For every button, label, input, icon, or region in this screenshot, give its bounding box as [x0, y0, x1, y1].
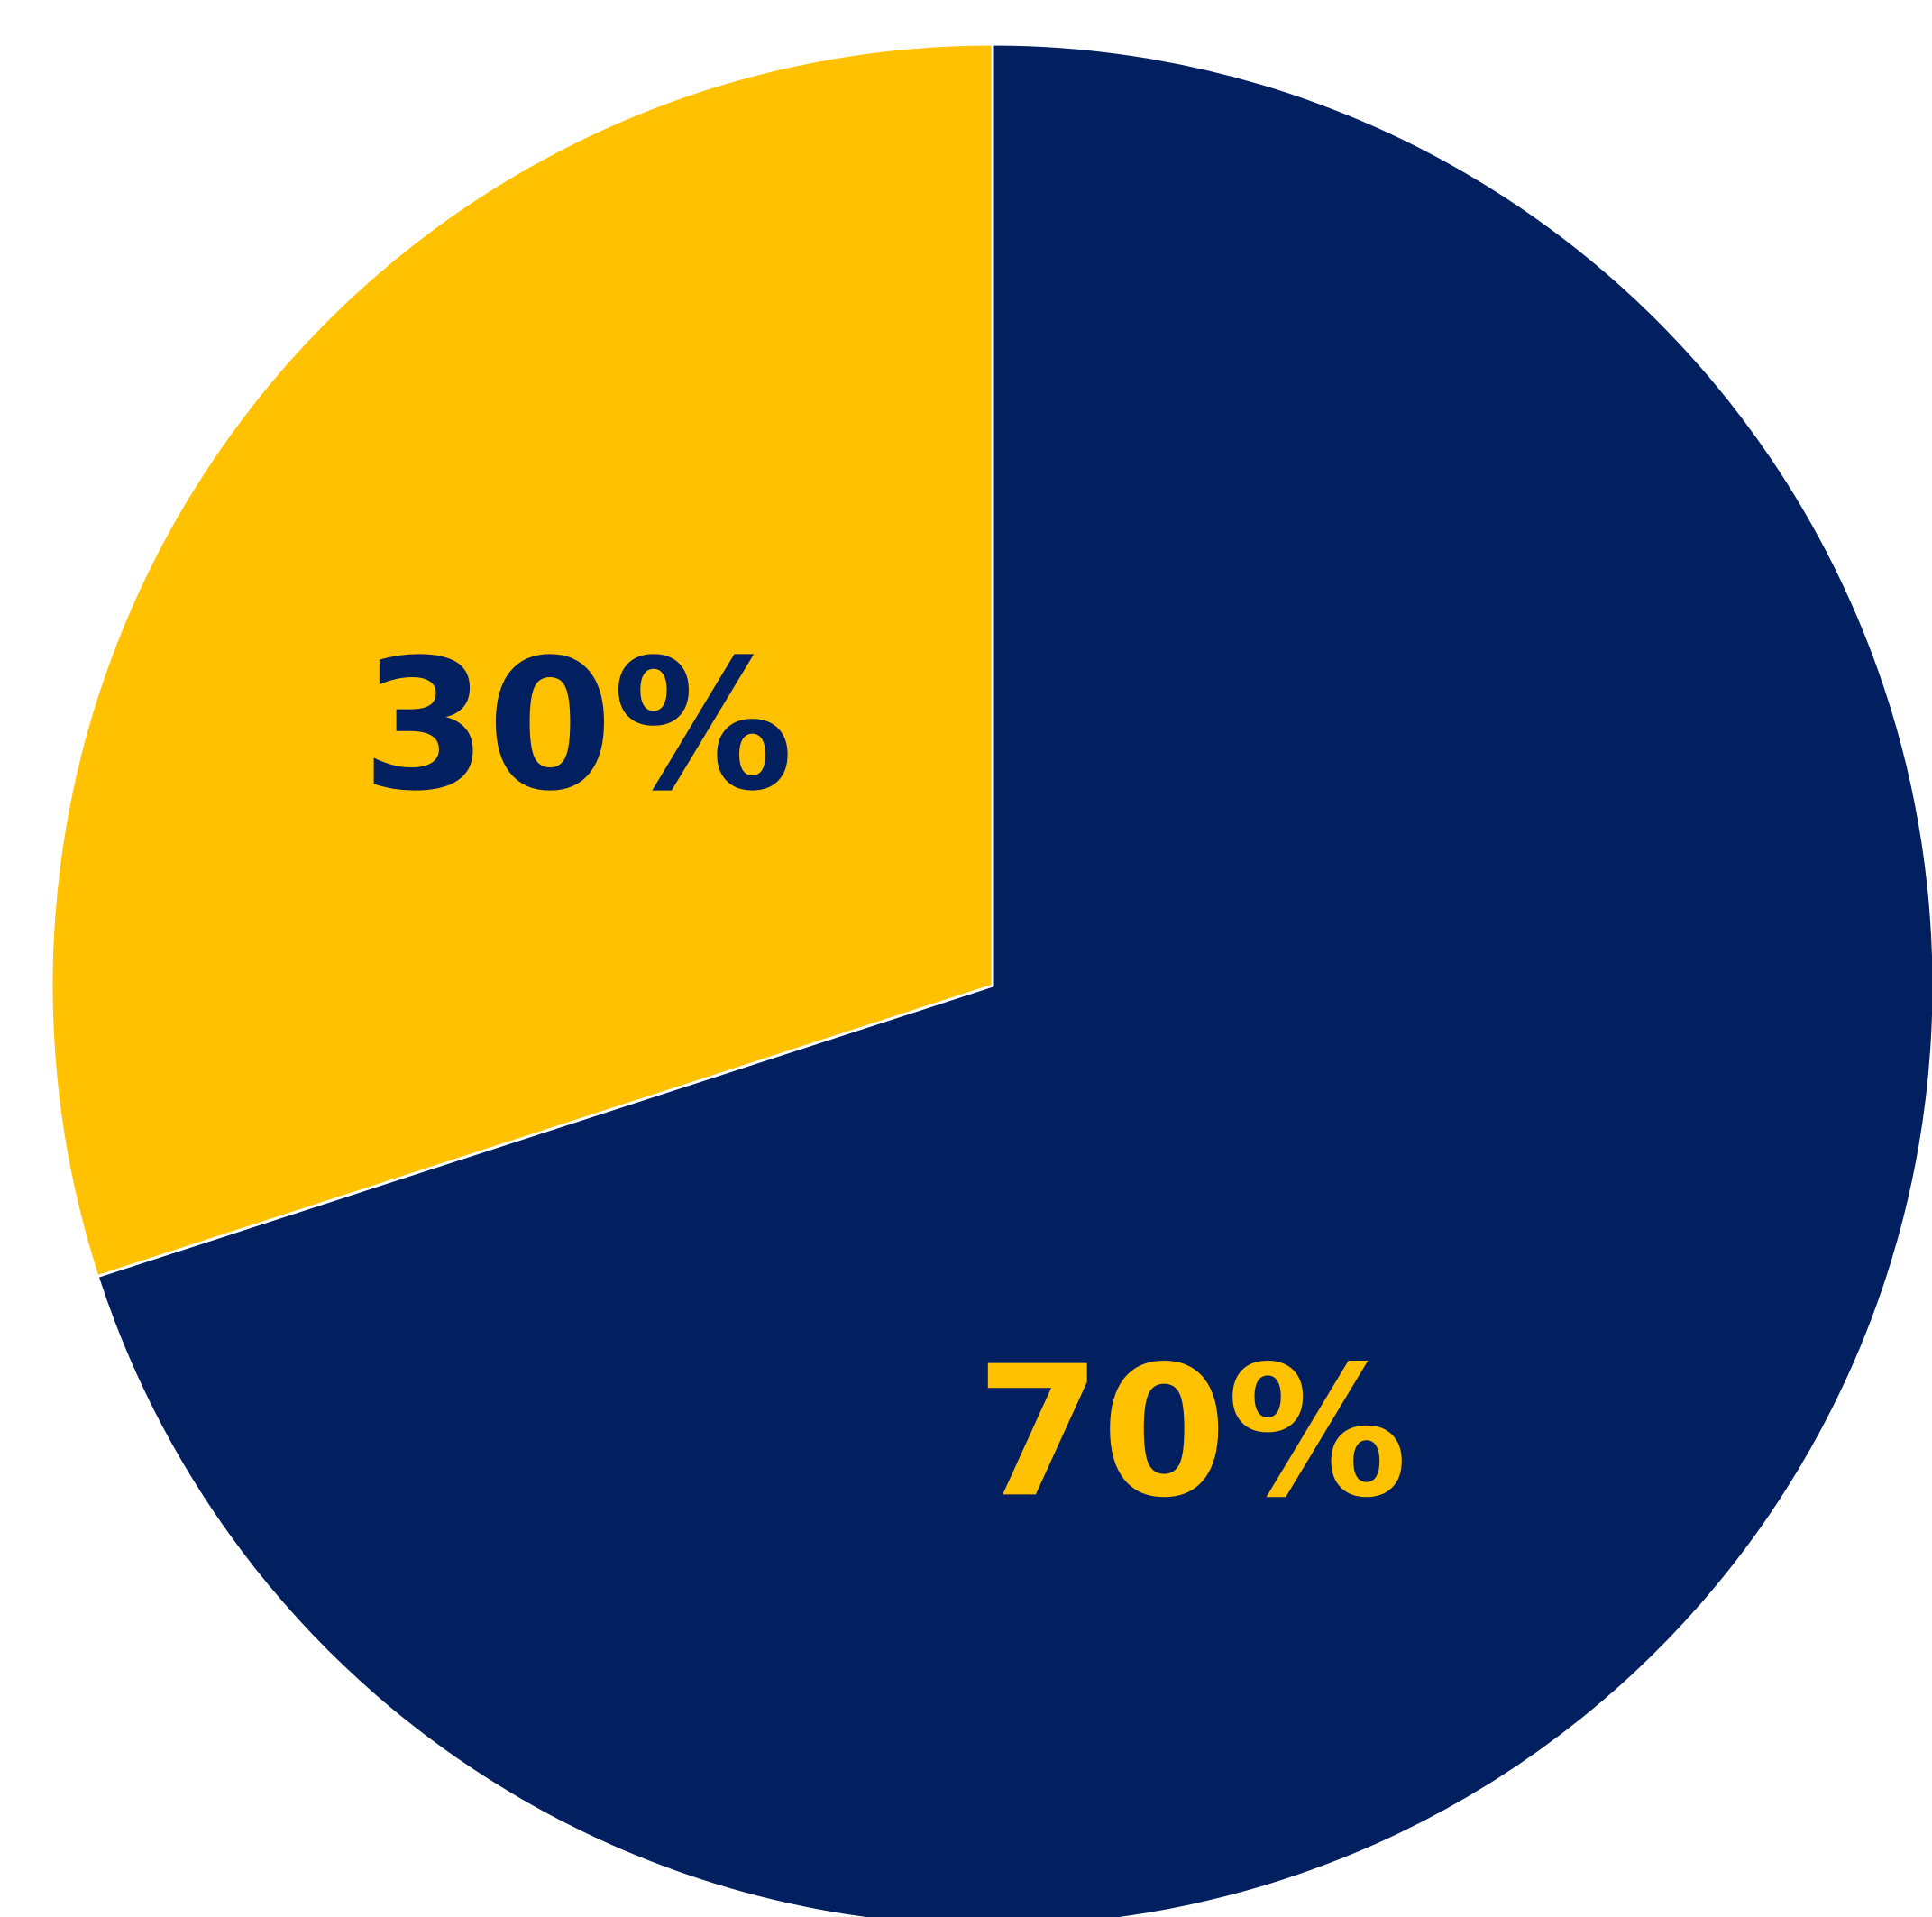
pie-slices — [50, 42, 1932, 1917]
pie-slice-70 — [96, 42, 1932, 1917]
pie-label-70: 70% — [975, 1327, 1407, 1537]
pie-label-30: 30% — [362, 621, 793, 831]
pie-labels: 70% 30% — [362, 621, 1407, 1538]
pie-slice-30 — [50, 42, 994, 1279]
